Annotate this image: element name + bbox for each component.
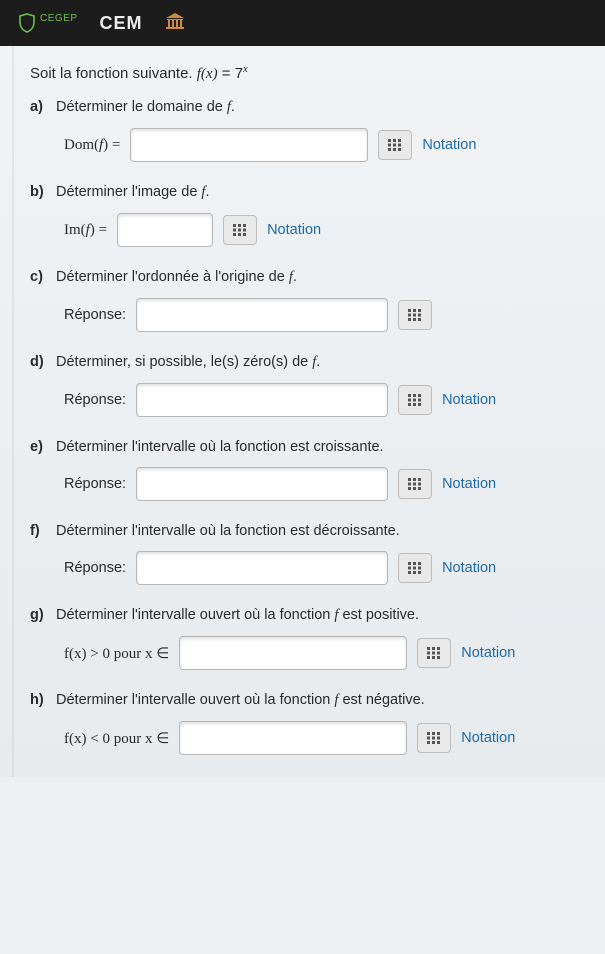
notation-link-h[interactable]: Notation xyxy=(461,730,515,746)
question-d-label: d) xyxy=(30,354,48,371)
question-d-prompt: d) Déterminer, si possible, le(s) zéro(s… xyxy=(30,354,581,371)
question-h-label: h) xyxy=(30,692,48,709)
input-b[interactable] xyxy=(117,213,213,247)
input-e[interactable] xyxy=(136,467,388,501)
keypad-button-e[interactable] xyxy=(398,469,432,499)
input-d[interactable] xyxy=(136,383,388,417)
question-e: e) Déterminer l'intervalle où la fonctio… xyxy=(30,439,581,501)
input-f[interactable] xyxy=(136,551,388,585)
question-b-prompt: b) Déterminer l'image de f. xyxy=(30,184,581,201)
answer-row-a: Dom(f) = Notation xyxy=(30,128,581,162)
header-cem: CEM xyxy=(100,13,143,34)
intro-text: Soit la fonction suivante. f(x) = 7x xyxy=(30,64,581,83)
question-e-text: Déterminer l'intervalle où la fonction e… xyxy=(56,439,384,455)
question-c: c) Déterminer l'ordonnée à l'origine de … xyxy=(30,269,581,332)
intro-eq: = xyxy=(218,65,235,82)
lhs-a: Dom(f) = xyxy=(64,137,120,154)
question-h-text: Déterminer l'intervalle ouvert où la fon… xyxy=(56,692,425,709)
intro-exp: x xyxy=(243,64,248,75)
answer-row-f: Réponse: Notation xyxy=(30,551,581,585)
answer-row-b: Im(f) = Notation xyxy=(30,213,581,247)
lhs-d: Réponse: xyxy=(64,392,126,409)
input-h[interactable] xyxy=(179,721,407,755)
shield-label: CEGEP xyxy=(40,13,78,24)
top-bar: CEGEP CEM xyxy=(0,0,605,46)
keypad-button-b[interactable] xyxy=(223,215,257,245)
notation-link-f[interactable]: Notation xyxy=(442,560,496,576)
shield-icon: CEGEP xyxy=(18,13,78,33)
intro-fx: f(x) xyxy=(197,66,218,82)
lhs-g: f(x) > 0 pour x ∈ xyxy=(64,644,169,663)
question-e-prompt: e) Déterminer l'intervalle où la fonctio… xyxy=(30,439,581,455)
notation-link-g[interactable]: Notation xyxy=(461,645,515,661)
content-area: Soit la fonction suivante. f(x) = 7x a) … xyxy=(0,46,605,777)
keypad-button-a[interactable] xyxy=(378,130,412,160)
lhs-e: Réponse: xyxy=(64,476,126,493)
question-g-label: g) xyxy=(30,607,48,624)
question-b: b) Déterminer l'image de f. Im(f) = Nota… xyxy=(30,184,581,247)
question-f-text: Déterminer l'intervalle où la fonction e… xyxy=(56,523,400,539)
question-c-label: c) xyxy=(30,269,48,286)
question-d: d) Déterminer, si possible, le(s) zéro(s… xyxy=(30,354,581,417)
input-g[interactable] xyxy=(179,636,407,670)
question-a-prompt: a) Déterminer le domaine de f. xyxy=(30,99,581,116)
input-c[interactable] xyxy=(136,298,388,332)
intro-base: 7 xyxy=(235,65,243,82)
answer-row-e: Réponse: Notation xyxy=(30,467,581,501)
question-c-text: Déterminer l'ordonnée à l'origine de f. xyxy=(56,269,297,286)
lhs-h: f(x) < 0 pour x ∈ xyxy=(64,729,169,748)
notation-link-a[interactable]: Notation xyxy=(422,137,476,153)
question-h-prompt: h) Déterminer l'intervalle ouvert où la … xyxy=(30,692,581,709)
question-g-text: Déterminer l'intervalle ouvert où la fon… xyxy=(56,607,419,624)
bank-icon xyxy=(165,12,185,35)
answer-row-h: f(x) < 0 pour x ∈ Notation xyxy=(30,721,581,755)
keypad-button-f[interactable] xyxy=(398,553,432,583)
question-a-label: a) xyxy=(30,99,48,116)
keypad-button-c[interactable] xyxy=(398,300,432,330)
lhs-c: Réponse: xyxy=(64,307,126,324)
question-h: h) Déterminer l'intervalle ouvert où la … xyxy=(30,692,581,755)
input-a[interactable] xyxy=(130,128,368,162)
keypad-button-g[interactable] xyxy=(417,638,451,668)
question-a-text: Déterminer le domaine de f. xyxy=(56,99,235,116)
question-g: g) Déterminer l'intervalle ouvert où la … xyxy=(30,607,581,670)
keypad-button-h[interactable] xyxy=(417,723,451,753)
lhs-b: Im(f) = xyxy=(64,222,107,239)
question-b-label: b) xyxy=(30,184,48,201)
notation-link-b[interactable]: Notation xyxy=(267,222,321,238)
notation-link-e[interactable]: Notation xyxy=(442,476,496,492)
question-e-label: e) xyxy=(30,439,48,455)
question-f: f) Déterminer l'intervalle où la fonctio… xyxy=(30,523,581,585)
question-d-text: Déterminer, si possible, le(s) zéro(s) d… xyxy=(56,354,320,371)
lhs-f: Réponse: xyxy=(64,560,126,577)
intro-prefix: Soit la fonction suivante. xyxy=(30,65,197,82)
question-g-prompt: g) Déterminer l'intervalle ouvert où la … xyxy=(30,607,581,624)
keypad-button-d[interactable] xyxy=(398,385,432,415)
question-c-prompt: c) Déterminer l'ordonnée à l'origine de … xyxy=(30,269,581,286)
question-f-label: f) xyxy=(30,523,48,539)
question-f-prompt: f) Déterminer l'intervalle où la fonctio… xyxy=(30,523,581,539)
question-a: a) Déterminer le domaine de f. Dom(f) = … xyxy=(30,99,581,162)
notation-link-d[interactable]: Notation xyxy=(442,392,496,408)
answer-row-c: Réponse: xyxy=(30,298,581,332)
answer-row-g: f(x) > 0 pour x ∈ Notation xyxy=(30,636,581,670)
question-b-text: Déterminer l'image de f. xyxy=(56,184,209,201)
answer-row-d: Réponse: Notation xyxy=(30,383,581,417)
